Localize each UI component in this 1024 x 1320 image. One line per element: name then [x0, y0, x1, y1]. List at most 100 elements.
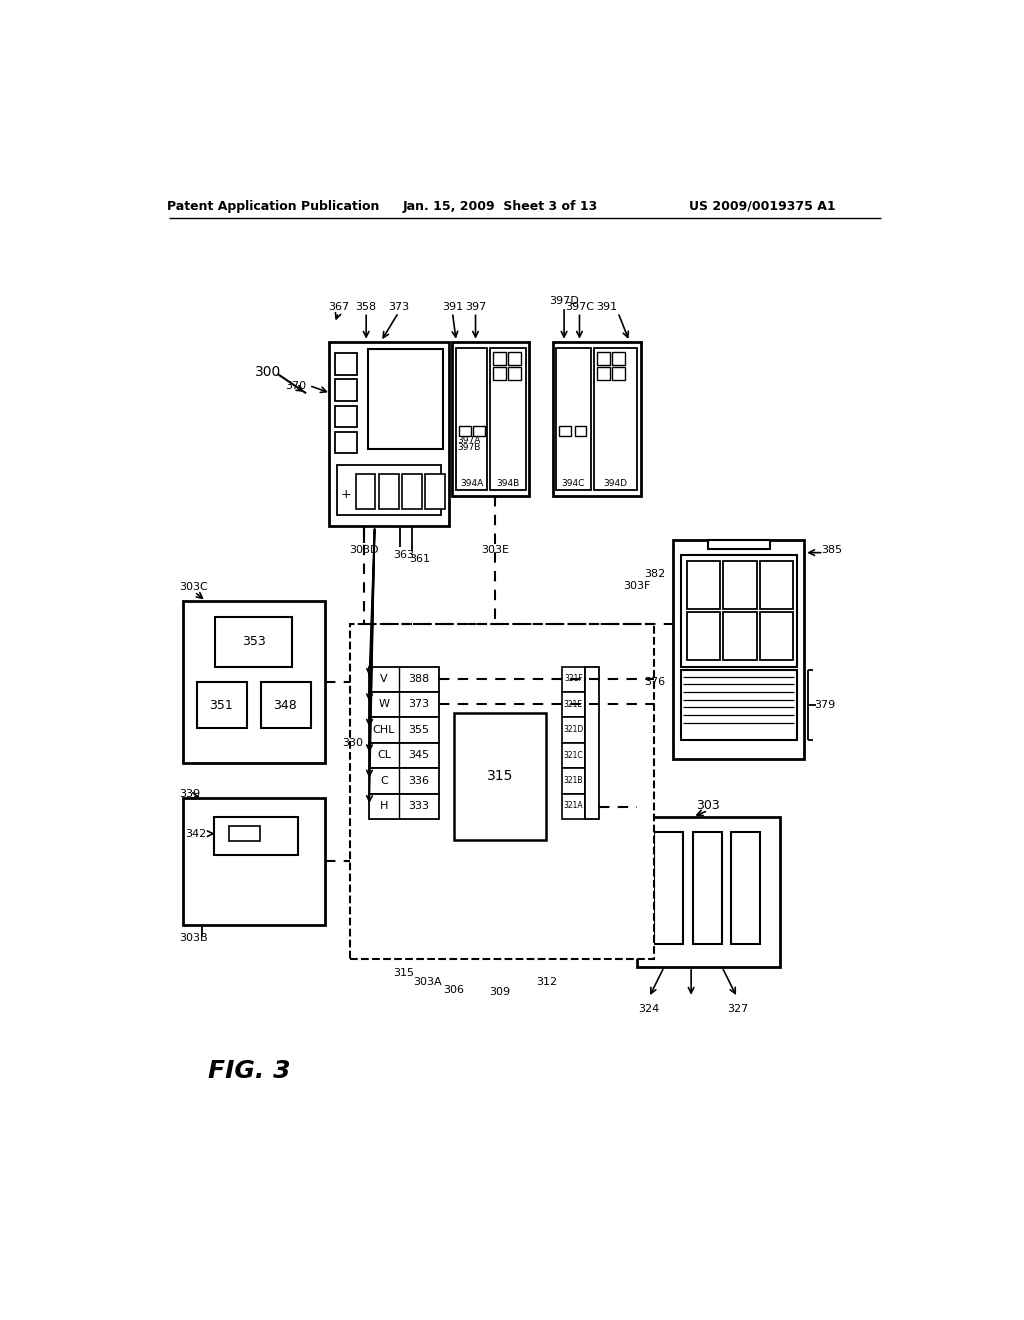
- Text: 373: 373: [408, 700, 429, 709]
- Text: 315: 315: [487, 770, 513, 783]
- Bar: [370, 667, 438, 692]
- Bar: [681, 554, 797, 667]
- Text: 391: 391: [442, 302, 463, 312]
- Bar: [585, 667, 599, 818]
- Text: 321F: 321F: [564, 675, 583, 684]
- Text: CHL: CHL: [373, 725, 395, 735]
- Bar: [637, 817, 779, 966]
- Bar: [611, 351, 625, 364]
- Bar: [674, 540, 804, 759]
- Bar: [562, 743, 585, 768]
- Bar: [215, 616, 292, 667]
- Bar: [330, 342, 449, 527]
- Text: V: V: [380, 675, 388, 684]
- Text: 333: 333: [408, 801, 429, 810]
- Text: 355: 355: [408, 725, 429, 735]
- Bar: [183, 797, 326, 924]
- Bar: [356, 474, 376, 508]
- Bar: [336, 405, 357, 428]
- Bar: [494, 351, 506, 364]
- Bar: [460, 426, 471, 436]
- Text: 397C: 397C: [565, 302, 594, 312]
- Bar: [553, 342, 641, 496]
- Bar: [760, 561, 793, 609]
- Text: 394B: 394B: [497, 479, 519, 488]
- Text: US 2009/0019375 A1: US 2009/0019375 A1: [689, 199, 836, 213]
- Bar: [337, 465, 441, 515]
- Bar: [562, 667, 585, 692]
- Bar: [597, 367, 610, 380]
- Text: 303B: 303B: [179, 933, 208, 944]
- Text: 309: 309: [489, 987, 511, 998]
- Text: 339: 339: [179, 788, 201, 799]
- Text: Patent Application Publication: Patent Application Publication: [167, 199, 379, 213]
- Bar: [687, 561, 720, 609]
- Bar: [559, 426, 571, 436]
- Bar: [562, 768, 585, 793]
- Text: 379: 379: [814, 700, 836, 710]
- Bar: [370, 768, 438, 793]
- Text: 361: 361: [409, 554, 430, 564]
- Text: 321D: 321D: [563, 725, 584, 734]
- Text: 385: 385: [820, 545, 842, 554]
- Text: 397A: 397A: [457, 436, 480, 445]
- Bar: [597, 351, 610, 364]
- Bar: [562, 692, 585, 718]
- Text: 321A: 321A: [563, 801, 583, 810]
- Bar: [454, 713, 547, 840]
- Text: 397B: 397B: [457, 444, 480, 453]
- Bar: [370, 692, 438, 718]
- Text: 345: 345: [408, 750, 429, 760]
- Bar: [760, 612, 793, 660]
- Text: +: +: [341, 487, 351, 500]
- Text: 373: 373: [388, 302, 409, 312]
- Text: 303C: 303C: [179, 582, 208, 593]
- Text: 370: 370: [285, 380, 306, 391]
- Text: H: H: [380, 801, 388, 810]
- Text: 303E: 303E: [481, 545, 509, 554]
- Bar: [708, 540, 770, 549]
- Bar: [197, 682, 247, 729]
- Bar: [562, 718, 585, 743]
- Bar: [336, 432, 357, 453]
- Text: 397: 397: [465, 302, 486, 312]
- Text: 306: 306: [443, 985, 465, 995]
- Text: 376: 376: [644, 677, 666, 686]
- Bar: [457, 348, 487, 490]
- Text: 315: 315: [393, 968, 415, 978]
- Text: 363: 363: [393, 550, 415, 560]
- Bar: [724, 561, 757, 609]
- Bar: [681, 671, 797, 739]
- Text: 303D: 303D: [349, 545, 379, 554]
- Bar: [687, 612, 720, 660]
- Bar: [453, 342, 529, 496]
- Text: C: C: [380, 776, 388, 785]
- Bar: [508, 367, 521, 380]
- Bar: [229, 826, 260, 841]
- Text: 324: 324: [638, 1005, 659, 1014]
- Text: 358: 358: [355, 302, 377, 312]
- Bar: [336, 354, 357, 375]
- Bar: [336, 379, 357, 401]
- Bar: [654, 832, 683, 944]
- Text: FIG. 3: FIG. 3: [208, 1059, 290, 1082]
- Text: 321C: 321C: [563, 751, 583, 759]
- Bar: [379, 474, 398, 508]
- Bar: [611, 367, 625, 380]
- Bar: [508, 351, 521, 364]
- Bar: [214, 817, 298, 855]
- Bar: [724, 612, 757, 660]
- Text: 394A: 394A: [460, 479, 483, 488]
- Bar: [490, 348, 525, 490]
- Bar: [261, 682, 310, 729]
- Text: Jan. 15, 2009  Sheet 3 of 13: Jan. 15, 2009 Sheet 3 of 13: [402, 199, 598, 213]
- Text: 312: 312: [536, 977, 557, 987]
- Bar: [574, 426, 587, 436]
- Bar: [473, 426, 484, 436]
- Bar: [562, 793, 585, 818]
- Bar: [350, 624, 654, 960]
- Bar: [425, 474, 444, 508]
- Bar: [594, 348, 637, 490]
- Text: 321E: 321E: [564, 700, 583, 709]
- Text: 351: 351: [210, 698, 233, 711]
